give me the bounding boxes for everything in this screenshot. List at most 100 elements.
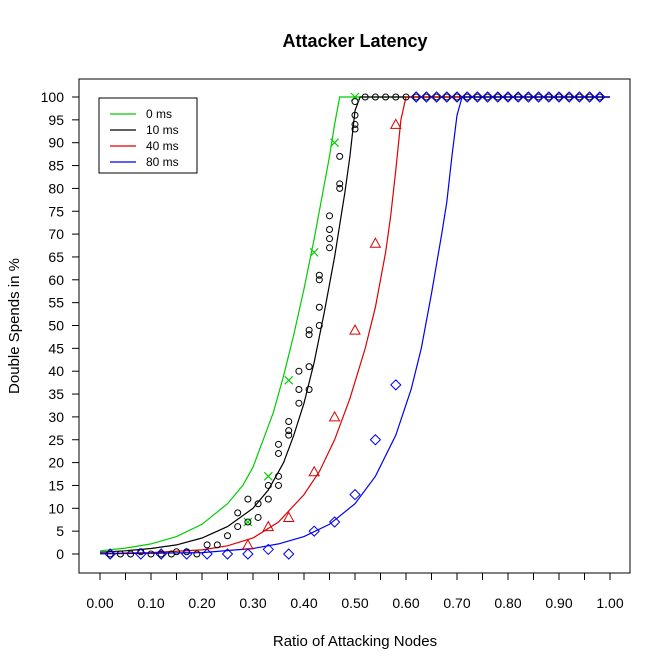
point-40-ms bbox=[369, 237, 382, 248]
point-10-ms bbox=[351, 125, 359, 133]
point-10-ms bbox=[275, 440, 282, 448]
point-80-ms bbox=[471, 91, 484, 103]
point-10-ms bbox=[315, 271, 323, 279]
point-80-ms bbox=[594, 91, 606, 103]
chart-title: Attacker Latency bbox=[282, 31, 427, 51]
x-tick-label: 0.80 bbox=[494, 595, 521, 611]
y-tick-label: 20 bbox=[48, 455, 64, 471]
point-80-ms bbox=[441, 91, 453, 103]
point-10-ms bbox=[463, 93, 471, 101]
y-tick-label: 60 bbox=[48, 272, 64, 288]
point-10-ms bbox=[264, 495, 272, 503]
legend-label: 0 ms bbox=[146, 107, 172, 121]
point-10-ms bbox=[336, 184, 344, 192]
point-80-ms bbox=[461, 91, 473, 103]
y-tick-label: 15 bbox=[48, 477, 64, 493]
point-10-ms bbox=[305, 331, 313, 339]
x-tick-label: 0.50 bbox=[341, 595, 368, 611]
point-80-ms bbox=[390, 379, 402, 391]
point-10-ms bbox=[244, 495, 252, 503]
x-tick-label: 0.30 bbox=[239, 595, 266, 611]
curve-10-ms bbox=[99, 96, 610, 553]
point-10-ms bbox=[382, 93, 390, 101]
point-10-ms bbox=[213, 541, 221, 549]
point-0-ms bbox=[284, 375, 294, 385]
point-80-ms bbox=[420, 91, 433, 103]
point-10-ms bbox=[524, 93, 532, 101]
point-10-ms bbox=[514, 93, 522, 101]
point-10-ms bbox=[315, 322, 323, 329]
point-80-ms bbox=[180, 548, 193, 560]
y-tick-label: 10 bbox=[48, 500, 64, 516]
x-tick-label: 0.20 bbox=[188, 595, 215, 611]
point-10-ms bbox=[565, 93, 573, 101]
point-10-ms bbox=[285, 417, 293, 425]
legend-box bbox=[98, 97, 198, 174]
curve-80-ms bbox=[99, 96, 610, 555]
point-10-ms bbox=[173, 548, 180, 556]
y-axis: 0 5 10 15 20 25 30 35 40 45 50 55 60 65 70 75 80 85 90 95 10… bbox=[41, 89, 80, 562]
point-10-ms bbox=[326, 226, 333, 234]
point-80-ms bbox=[221, 548, 234, 560]
point-10-ms bbox=[351, 98, 359, 106]
y-tick-label: 5 bbox=[56, 523, 64, 539]
legend-label: 40 ms bbox=[146, 139, 179, 153]
point-10-ms bbox=[315, 276, 323, 284]
point-80-ms bbox=[308, 525, 320, 537]
x-axis: 0.00 0.10 0.20 0.30 0.40 0.50 0.60 0.70 0.80 0.90… bbox=[86, 572, 624, 611]
point-10-ms bbox=[402, 93, 410, 101]
y-tick-label: 0 bbox=[56, 546, 64, 562]
point-10-ms bbox=[351, 111, 359, 119]
fitted-curves bbox=[99, 96, 610, 555]
point-10-ms bbox=[453, 93, 461, 101]
y-axis-title: Double Spends in % bbox=[6, 258, 23, 394]
point-10-ms bbox=[326, 244, 333, 252]
y-tick-label: 75 bbox=[48, 203, 64, 219]
x-axis-title: Ratio of Attacking Nodes bbox=[273, 633, 437, 650]
legend: 0 ms 10 ms 40 ms 80 ms bbox=[98, 97, 198, 174]
point-10-ms bbox=[157, 550, 165, 558]
point-10-ms bbox=[494, 93, 502, 101]
point-10-ms bbox=[244, 518, 252, 526]
point-10-ms bbox=[586, 93, 594, 101]
point-80-ms bbox=[573, 91, 586, 103]
point-10-ms bbox=[412, 93, 420, 101]
x-tick-label: 1.00 bbox=[596, 595, 623, 611]
legend-label: 10 ms bbox=[146, 123, 179, 137]
point-10-ms bbox=[305, 363, 313, 371]
point-10-ms bbox=[433, 93, 441, 101]
point-10-ms bbox=[116, 550, 124, 558]
y-tick-label: 25 bbox=[48, 432, 64, 448]
point-10-ms bbox=[555, 93, 563, 101]
point-10-ms bbox=[422, 93, 430, 101]
point-10-ms bbox=[336, 180, 344, 188]
y-tick-label: 30 bbox=[48, 409, 64, 425]
point-80-ms bbox=[328, 516, 341, 528]
point-10-ms bbox=[336, 152, 344, 160]
point-80-ms bbox=[349, 488, 361, 501]
point-10-ms bbox=[305, 326, 313, 334]
point-10-ms bbox=[326, 235, 333, 243]
point-10-ms bbox=[504, 93, 512, 101]
point-80-ms bbox=[492, 91, 504, 103]
x-tick-label: 0.70 bbox=[443, 595, 470, 611]
point-40-ms bbox=[282, 511, 295, 522]
legend-label: 80 ms bbox=[146, 155, 179, 169]
y-tick-label: 40 bbox=[48, 363, 64, 379]
point-40-ms bbox=[328, 410, 341, 422]
point-10-ms bbox=[295, 399, 303, 407]
y-tick-label: 100 bbox=[41, 89, 65, 105]
point-80-ms bbox=[369, 434, 382, 446]
point-10-ms bbox=[326, 212, 333, 220]
point-10-ms bbox=[443, 93, 451, 101]
point-10-ms bbox=[484, 93, 492, 101]
point-10-ms bbox=[285, 427, 293, 435]
point-10-ms bbox=[285, 431, 293, 439]
point-80-ms bbox=[201, 548, 213, 560]
y-tick-label: 95 bbox=[48, 112, 64, 128]
curve-40-ms bbox=[99, 96, 610, 555]
point-10-ms bbox=[305, 385, 313, 393]
y-tick-label: 80 bbox=[48, 180, 64, 196]
point-80-ms bbox=[104, 548, 116, 560]
